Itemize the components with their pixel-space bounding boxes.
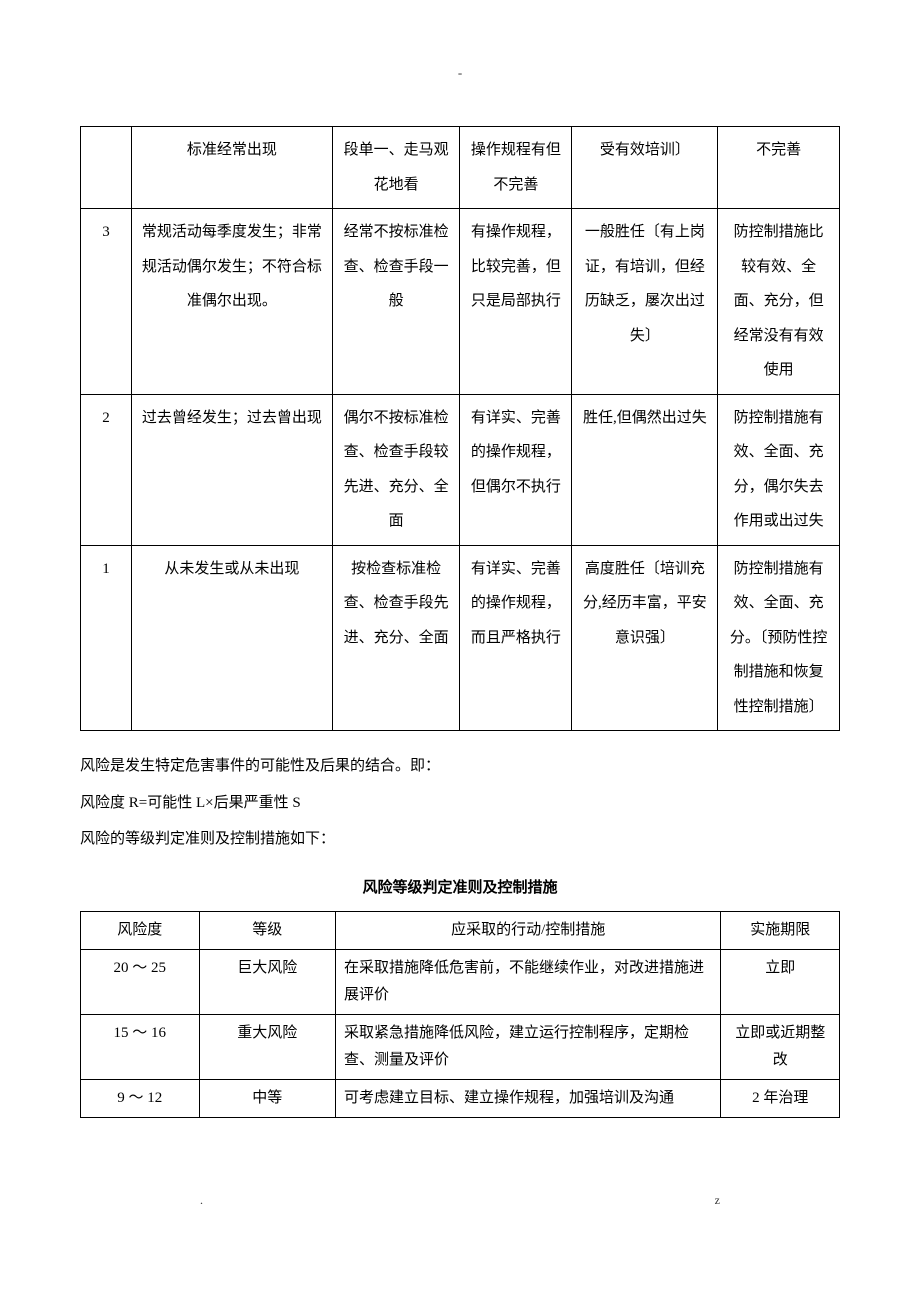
table2-title: 风险等级判定准则及控制措施 bbox=[80, 873, 840, 903]
table-row: 2 过去曾经发生；过去曾出现 偶尔不按标准检查、检查手段较先进、充分、全面 有详… bbox=[81, 394, 840, 545]
cell: 胜任,但偶然出过失 bbox=[572, 394, 718, 545]
footer-left: . bbox=[200, 1188, 203, 1212]
table-criteria: 标准经常出现 段单一、走马观花地看 操作规程有但不完善 受有效培训〕 不完善 3… bbox=[80, 126, 840, 731]
cell: 受有效培训〕 bbox=[572, 127, 718, 209]
cell: 巨大风险 bbox=[199, 949, 335, 1014]
cell: 防控制措施有效、全面、充分。〔预防性控制措施和恢复性控制措施〕 bbox=[718, 545, 840, 731]
cell: 有详实、完善的操作规程，但偶尔不执行 bbox=[460, 394, 572, 545]
cell: 立即 bbox=[721, 949, 840, 1014]
footer-right: z bbox=[715, 1188, 720, 1212]
paragraph: 风险度 R=可能性 L×后果严重性 S bbox=[80, 786, 840, 821]
cell: 重大风险 bbox=[199, 1014, 335, 1079]
cell: 可考虑建立目标、建立操作规程，加强培训及沟通 bbox=[335, 1079, 720, 1117]
cell: 15 ～ 16 bbox=[81, 1014, 200, 1079]
paragraph: 风险的等级判定准则及控制措施如下： bbox=[80, 822, 840, 857]
cell: 常规活动每季度发生；非常规活动偶尔发生；不符合标准偶尔出现。 bbox=[132, 209, 333, 395]
cell: 偶尔不按标准检查、检查手段较先进、充分、全面 bbox=[332, 394, 460, 545]
cell: 20 ～ 25 bbox=[81, 949, 200, 1014]
cell: 在采取措施降低危害前，不能继续作业，对改进措施进展评价 bbox=[335, 949, 720, 1014]
cell: 经常不按标准检查、检查手段一般 bbox=[332, 209, 460, 395]
table-row: 9 ～ 12 中等 可考虑建立目标、建立操作规程，加强培训及沟通 2 年治理 bbox=[81, 1079, 840, 1117]
table-row: 15 ～ 16 重大风险 采取紧急措施降低风险，建立运行控制程序，定期检查、测量… bbox=[81, 1014, 840, 1079]
table-row: 20 ～ 25 巨大风险 在采取措施降低危害前，不能继续作业，对改进措施进展评价… bbox=[81, 949, 840, 1014]
paragraph-block: 风险是发生特定危害事件的可能性及后果的结合。即： 风险度 R=可能性 L×后果严… bbox=[80, 749, 840, 857]
table-risk-level: 风险度 等级 应采取的行动/控制措施 实施期限 20 ～ 25 巨大风险 在采取… bbox=[80, 911, 840, 1118]
cell: 有详实、完善的操作规程，而且严格执行 bbox=[460, 545, 572, 731]
table-row: 1 从未发生或从未出现 按检查标准检查、检查手段先进、充分、全面 有详实、完善的… bbox=[81, 545, 840, 731]
cell-num: 1 bbox=[81, 545, 132, 731]
cell: 防控制措施比较有效、全面、充分，但经常没有有效使用 bbox=[718, 209, 840, 395]
cell: 操作规程有但不完善 bbox=[460, 127, 572, 209]
cell: 不完善 bbox=[718, 127, 840, 209]
cell-num: 2 bbox=[81, 394, 132, 545]
cell: 一般胜任〔有上岗证，有培训，但经历缺乏，屡次出过失〕 bbox=[572, 209, 718, 395]
cell: 段单一、走马观花地看 bbox=[332, 127, 460, 209]
header-dash: - bbox=[80, 60, 840, 86]
cell: 9 ～ 12 bbox=[81, 1079, 200, 1117]
cell: 防控制措施有效、全面、充分，偶尔失去作用或出过失 bbox=[718, 394, 840, 545]
paragraph: 风险是发生特定危害事件的可能性及后果的结合。即： bbox=[80, 749, 840, 784]
cell: 有操作规程，比较完善，但只是局部执行 bbox=[460, 209, 572, 395]
cell: 高度胜任〔培训充分,经历丰富，平安意识强〕 bbox=[572, 545, 718, 731]
table-row: 标准经常出现 段单一、走马观花地看 操作规程有但不完善 受有效培训〕 不完善 bbox=[81, 127, 840, 209]
cell: 中等 bbox=[199, 1079, 335, 1117]
header-cell: 应采取的行动/控制措施 bbox=[335, 911, 720, 949]
footer: . z bbox=[80, 1188, 840, 1212]
header-cell: 等级 bbox=[199, 911, 335, 949]
header-cell: 风险度 bbox=[81, 911, 200, 949]
table-header-row: 风险度 等级 应采取的行动/控制措施 实施期限 bbox=[81, 911, 840, 949]
table-row: 3 常规活动每季度发生；非常规活动偶尔发生；不符合标准偶尔出现。 经常不按标准检… bbox=[81, 209, 840, 395]
cell: 过去曾经发生；过去曾出现 bbox=[132, 394, 333, 545]
cell: 2 年治理 bbox=[721, 1079, 840, 1117]
cell: 从未发生或从未出现 bbox=[132, 545, 333, 731]
cell: 立即或近期整改 bbox=[721, 1014, 840, 1079]
cell: 采取紧急措施降低风险，建立运行控制程序，定期检查、测量及评价 bbox=[335, 1014, 720, 1079]
header-cell: 实施期限 bbox=[721, 911, 840, 949]
cell: 按检查标准检查、检查手段先进、充分、全面 bbox=[332, 545, 460, 731]
cell: 标准经常出现 bbox=[132, 127, 333, 209]
cell-num: 3 bbox=[81, 209, 132, 395]
cell-num bbox=[81, 127, 132, 209]
